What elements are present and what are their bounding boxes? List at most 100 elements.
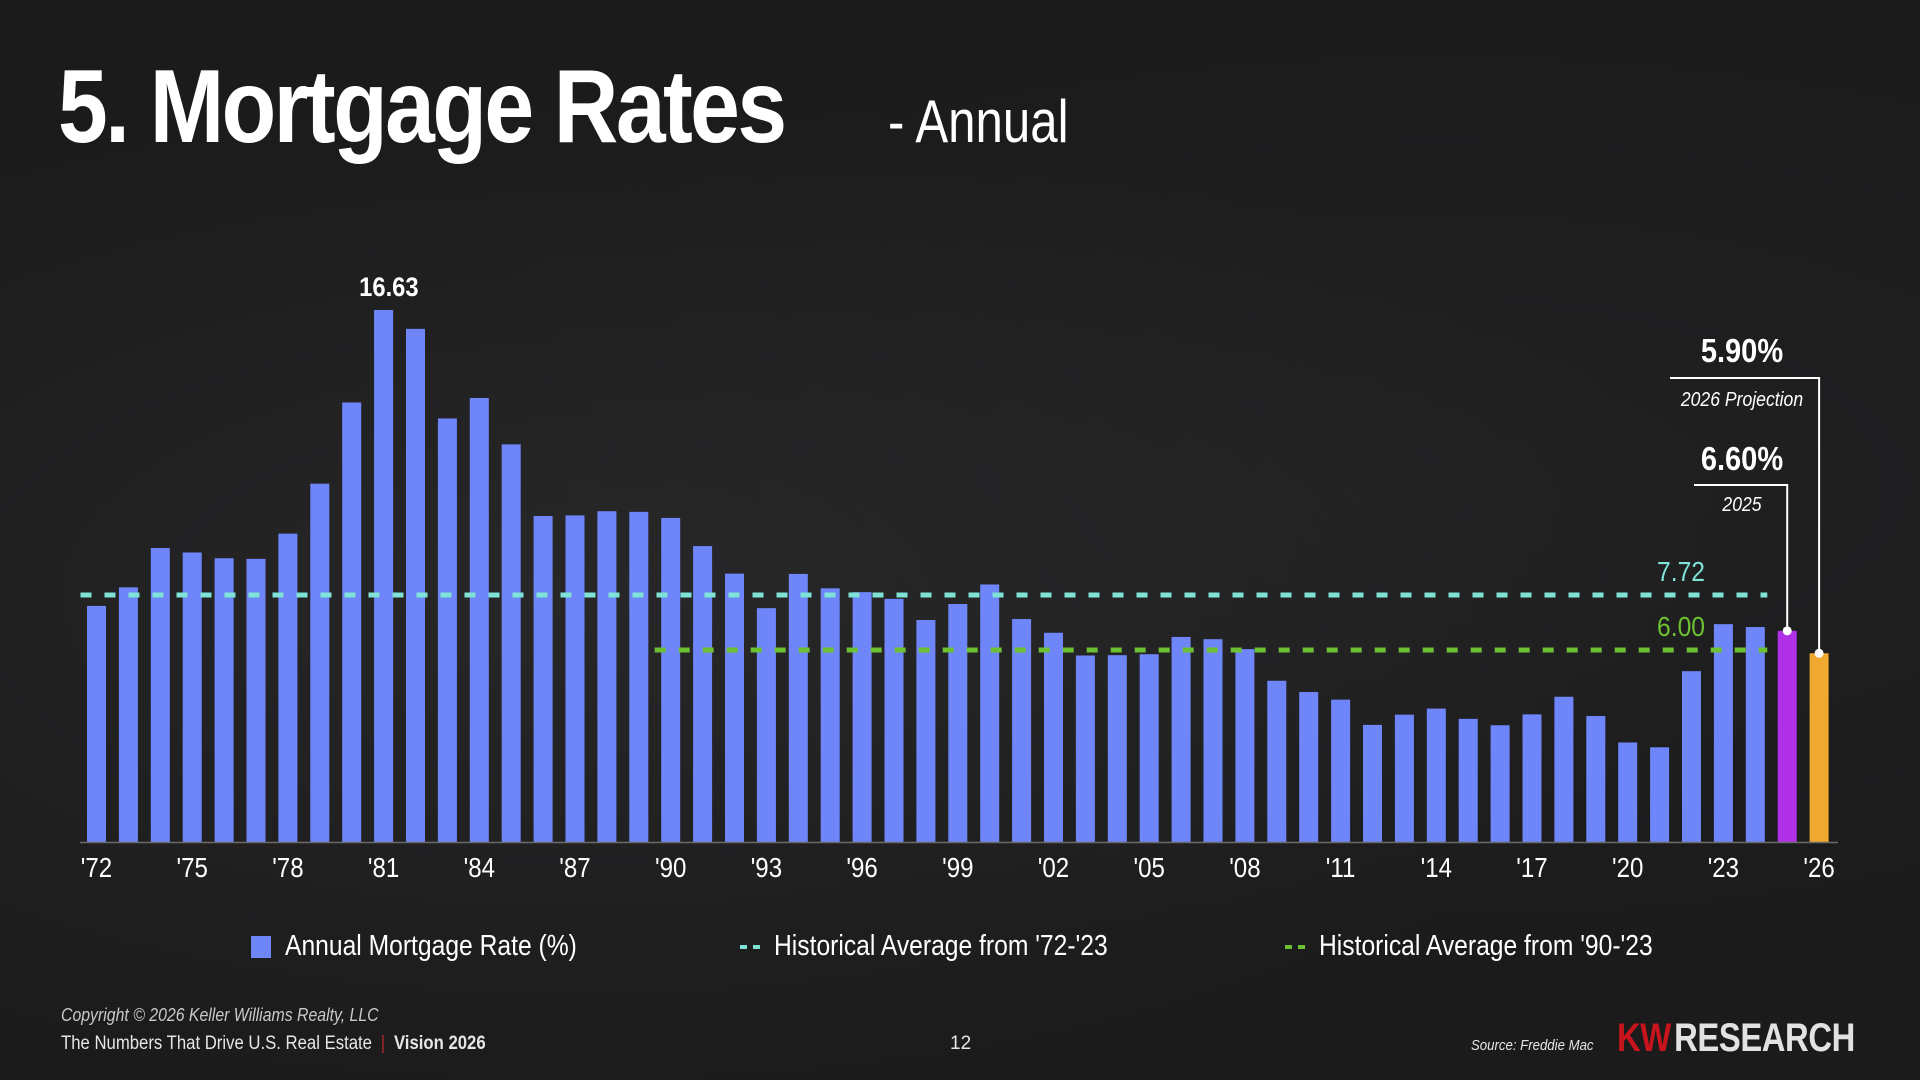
legend-item-avg-90-23: Historical Average from '90-'23 [1285,930,1712,963]
bar-2024 [1745,627,1765,842]
callout-dot-2026 [1814,648,1824,658]
x-tick-label-2011: '11 [1326,851,1356,883]
bar-2009 [1267,680,1287,842]
callout-line-2025 [1694,484,1789,631]
bar-2012 [1363,724,1382,842]
bar-1982 [406,328,425,842]
bar-1997 [884,598,904,842]
x-tick-label-2017: '17 [1516,851,1547,883]
bar-1990 [661,517,681,842]
bar-2014 [1426,708,1446,842]
bar-1981 [374,310,394,842]
bar-1974 [150,548,170,842]
bar-1975 [182,552,202,842]
tagline-text: The Numbers That Drive U.S. Real Estate [61,1033,372,1054]
x-tick-label-2014: '14 [1421,851,1452,883]
kw-research-logo: KWRESEARCH [1617,1016,1855,1061]
callout-line-2026 [1670,377,1821,654]
footer-tagline: The Numbers That Drive U.S. Real Estate … [61,1033,486,1055]
callout-caption-2025: 2025 [1721,493,1762,515]
bar-1989 [629,511,649,842]
bar-2023 [1713,624,1733,842]
bar-1994 [788,573,808,842]
x-tick-label-1978: '78 [272,851,303,883]
bar-2008 [1235,649,1255,842]
bar-2006 [1171,636,1191,842]
bar-2020 [1618,742,1638,842]
bar-2015 [1458,718,1478,842]
data-label-peak: 16.63 [359,273,418,303]
x-tick-label-1993: '93 [751,851,782,883]
x-tick-label-1972: '72 [81,851,112,883]
x-tick-label-1984: '84 [464,851,495,883]
source-note: Source: Freddie Mac [1471,1037,1594,1054]
x-tick-label-1996: '96 [846,851,877,883]
bar-1980 [342,402,362,842]
bar-1993 [756,608,776,842]
legend-swatch-bar [251,935,271,958]
legend-item-avg-72-23: Historical Average from '72-'23 [740,930,1167,963]
bar-1996 [852,592,872,842]
x-tick-label-2020: '20 [1612,851,1643,883]
chart-legend: Annual Mortgage Rate (%) Historical Aver… [0,930,1920,970]
callout-dot-2025 [1782,626,1792,636]
bar-1999 [948,603,968,842]
bar-1998 [916,619,936,842]
legend-label: Annual Mortgage Rate (%) [285,930,577,962]
bar-1992 [725,573,744,842]
x-tick-label-1975: '75 [177,851,208,883]
logo-research: RESEARCH [1674,1016,1855,1060]
x-tick-label-1987: '87 [559,851,590,883]
bar-2025 [1777,630,1797,842]
bar-2002 [1044,632,1063,842]
bar-chart: '72 '75 '78 '81 '84 '87 '90 '93 '96 '99 '02 '05 '08 '… [80,273,1838,883]
bar-2021 [1650,747,1670,842]
callout-caption-2026: 2026 Projection [1680,388,1803,410]
bar-1976 [214,558,234,842]
legend-item-annual-rate: Annual Mortgage Rate (%) [251,930,628,963]
copyright: Copyright © 2026 Keller Williams Realty,… [61,1005,379,1025]
x-tick-label-2008: '08 [1229,851,1260,883]
page-title: 5. Mortgage Rates - Annual [58,48,1108,167]
title-subtitle: - Annual [888,88,1069,155]
bar-2007 [1203,639,1223,842]
bar-2017 [1522,714,1542,842]
bar-2013 [1394,714,1414,842]
bar-1984 [469,397,489,842]
bar-2004 [1107,655,1127,842]
x-tick-label-2026: '26 [1803,851,1834,883]
title-main: 5. Mortgage Rates [58,49,787,165]
logo-kw: KW [1617,1016,1671,1060]
bar-1995 [820,588,840,842]
legend-swatch-dash-cyan [740,944,760,949]
bar-1979 [310,483,330,842]
vision-label: Vision 2026 [393,1033,486,1054]
bar-1987 [565,515,585,842]
bar-1988 [597,511,617,842]
x-tick-label-2023: '23 [1708,851,1739,883]
bar-1978 [278,533,298,842]
x-tick-label-1990: '90 [655,851,686,883]
bar-2026 [1809,653,1829,842]
legend-label: Historical Average from '90-'23 [1319,930,1653,962]
avg-label-90-23: 6.00 [1657,611,1705,643]
bar-2003 [1075,655,1095,842]
bar-2011 [1331,699,1351,842]
x-tick-label-2002: '02 [1038,851,1069,883]
page-number: 12 [950,1033,972,1054]
bar-2000 [980,584,1000,842]
callout-value-2026: 5.90% [1701,332,1783,369]
bar-1991 [693,546,713,842]
bar-2005 [1139,654,1159,842]
bar-1986 [533,516,553,842]
bar-2018 [1554,696,1574,842]
legend-swatch-dash-green [1285,944,1305,949]
bar-2019 [1586,715,1606,842]
bar-2001 [1012,619,1032,842]
legend-label: Historical Average from '72-'23 [774,930,1108,962]
callout-value-2025: 6.60% [1701,440,1783,477]
tagline-separator: | [380,1033,386,1054]
bar-1972 [87,605,106,842]
bar-1985 [501,444,521,842]
x-tick-label-1999: '99 [942,851,973,883]
